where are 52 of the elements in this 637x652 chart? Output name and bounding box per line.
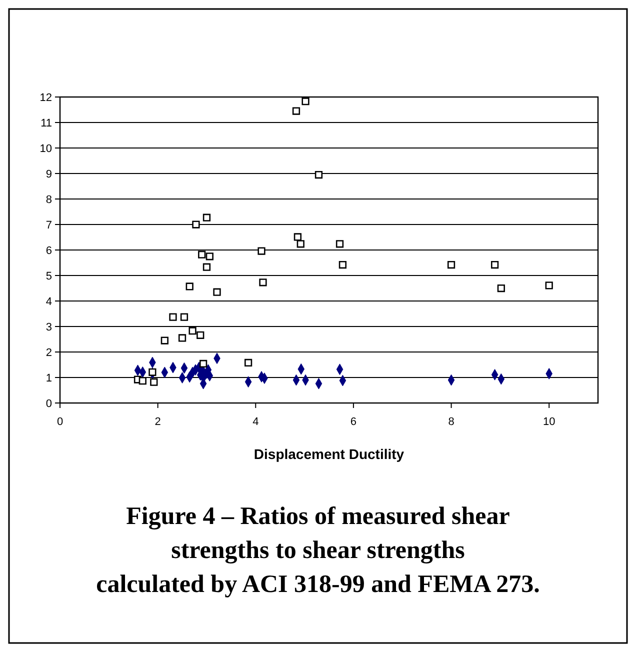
point [296, 240, 304, 248]
y-tick-label: 0 [46, 398, 52, 410]
caption: Figure 4 – Ratios of measured shear strengths to shear strengths calculated by ACI 318-99 and FEMA 273. [96, 503, 540, 598]
point [213, 288, 221, 296]
x-tick-label: 2 [154, 416, 161, 428]
y-tick-label: 2 [46, 346, 52, 359]
point [180, 313, 188, 321]
point [148, 368, 156, 376]
y-tick-label: 4 [46, 296, 52, 308]
point [169, 313, 177, 321]
point [198, 250, 206, 258]
y-tick-label: 9 [46, 168, 52, 180]
point [178, 334, 186, 342]
point [447, 260, 456, 269]
y-tick-label: 10 [40, 142, 52, 155]
point [258, 247, 266, 255]
point [138, 377, 146, 385]
point [150, 378, 158, 386]
y-tick-label: 8 [46, 194, 52, 206]
point [259, 278, 267, 286]
point [199, 360, 208, 368]
point [202, 263, 211, 271]
point [497, 284, 505, 292]
y-tick-label: 12 [40, 92, 52, 104]
point [202, 214, 211, 222]
point [292, 107, 300, 115]
point [196, 331, 204, 339]
x-tick-label: 8 [448, 416, 454, 428]
point [188, 327, 196, 335]
point [206, 252, 214, 260]
point [338, 260, 347, 269]
point [545, 282, 553, 290]
point [186, 282, 194, 290]
point [244, 358, 252, 367]
y-tick-label: 1 [46, 372, 52, 384]
point [294, 233, 302, 241]
x-tick-label: 0 [56, 416, 64, 428]
y-tick-label: 7 [46, 219, 52, 232]
point [336, 240, 344, 248]
y-tick-label: 11 [40, 117, 52, 130]
point [314, 170, 323, 179]
point [160, 336, 168, 344]
point [192, 220, 200, 228]
x-tick-label: 4 [252, 416, 259, 428]
y-tick-label: 3 [46, 321, 52, 334]
x-axis-title: Displacement Ductility [254, 446, 404, 462]
y-tick-label: 6 [46, 244, 52, 257]
x-tick-label: 6 [350, 416, 357, 428]
point [302, 98, 310, 106]
point [490, 260, 499, 269]
y-tick-label: 5 [46, 270, 52, 282]
x-tick-label: 10 [542, 416, 556, 428]
